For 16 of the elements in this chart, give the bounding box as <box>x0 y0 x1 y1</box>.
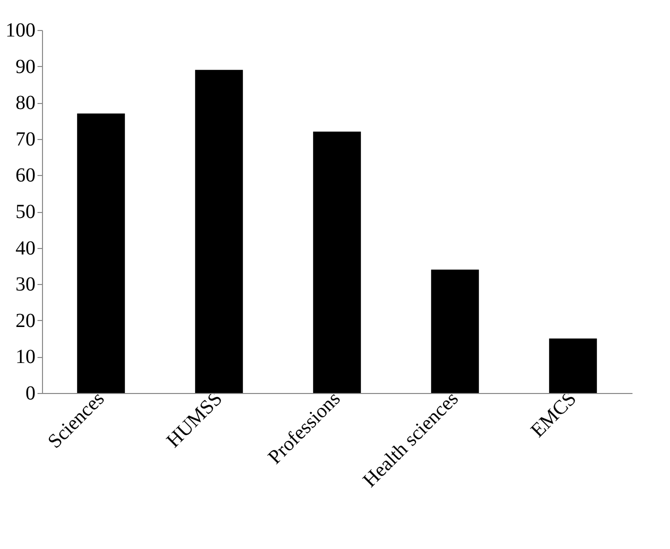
y-tick-label: 80 <box>16 92 36 114</box>
y-tick-label: 30 <box>16 274 36 296</box>
bar <box>431 270 479 393</box>
bar <box>549 338 597 393</box>
bar <box>313 132 361 393</box>
y-tick-label: 60 <box>16 164 36 187</box>
y-tick-label: 100 <box>6 20 36 42</box>
y-tick-label: 0 <box>26 382 36 404</box>
y-tick-label: 50 <box>16 201 36 223</box>
bar <box>77 113 125 393</box>
y-tick-label: 10 <box>16 346 36 368</box>
y-tick-label: 20 <box>16 310 36 332</box>
y-tick-label: 90 <box>16 56 36 78</box>
y-tick-label: 70 <box>16 128 36 150</box>
bar <box>195 70 243 393</box>
y-tick-label: 40 <box>16 237 36 260</box>
